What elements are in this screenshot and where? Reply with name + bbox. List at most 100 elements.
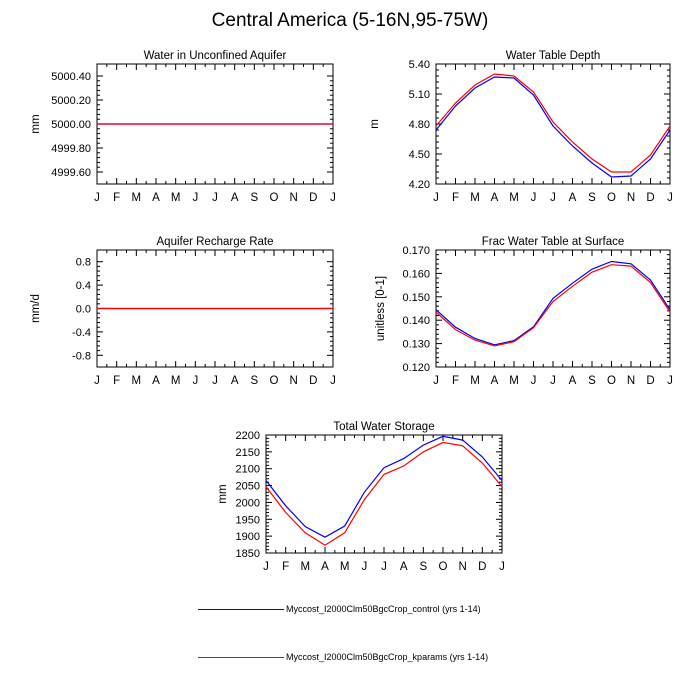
series-line-control [435,76,671,178]
x-tick-label: J [94,375,100,387]
y-tick-label: 4999.80 [51,143,91,155]
x-tick-label: O [270,192,279,204]
chart-title: Water Table Depth [506,50,601,62]
y-tick-label: 4.20 [409,179,430,191]
x-tick-label: A [569,192,577,204]
x-tick-label: O [607,192,616,204]
series-line-control [435,260,671,346]
x-tick-label: A [569,375,577,387]
x-tick-label: D [646,375,654,387]
x-tick-label: N [627,375,635,387]
x-tick-label: J [550,375,556,387]
x-tick-label: F [452,192,459,204]
y-tick-label: 5.40 [409,59,430,71]
y-axis-label: m [369,119,381,129]
legend-entry-kparams: Myccost_I2000Clm50BgcCrop_kparams (yrs 1… [198,649,488,665]
x-tick-label: A [491,375,499,387]
x-tick-label: D [309,192,317,204]
y-tick-label: 0.150 [402,292,430,304]
y-tick-label: 5000.20 [51,95,91,107]
x-tick-label: J [531,375,537,387]
y-tick-label: -0.8 [72,350,91,362]
y-tick-label: 5000.40 [51,71,91,83]
x-tick-label: J [192,375,198,387]
x-tick-label: O [607,375,616,387]
x-tick-label: S [250,192,258,204]
y-tick-label: 0.130 [402,339,430,351]
series-line-control [265,435,503,538]
x-tick-label: O [439,561,448,573]
x-tick-label: M [132,192,142,204]
x-tick-label: J [212,192,218,204]
x-tick-label: M [132,375,142,387]
chart-title: Total Water Storage [333,421,434,433]
x-tick-label: D [646,192,654,204]
x-tick-label: S [419,561,427,573]
y-tick-label: 1950 [236,514,260,526]
y-tick-label: 4999.60 [51,167,91,179]
x-tick-label: J [550,192,556,204]
chart-title: Aquifer Recharge Rate [157,236,274,248]
x-tick-label: A [400,561,408,573]
x-tick-label: M [470,375,480,387]
x-tick-label: M [509,375,519,387]
y-tick-label: 2150 [236,447,260,459]
legend-entry-control: Myccost_I2000Clm50BgcCrop_control (yrs 1… [198,601,481,617]
y-tick-label: 0.160 [402,268,430,280]
x-tick-label: J [531,192,537,204]
y-tick-label: 0.0 [76,304,91,316]
series-line-kparams [435,264,671,347]
x-tick-label: O [270,375,279,387]
x-tick-label: N [290,192,298,204]
x-tick-label: M [470,192,480,204]
chart-title: Water in Unconfined Aquifer [144,50,287,62]
y-axis-label: mm/d [30,294,42,323]
x-tick-label: A [231,192,239,204]
y-tick-label: 2000 [236,497,260,509]
x-tick-label: F [282,561,289,573]
x-tick-label: N [290,375,298,387]
x-tick-label: D [309,375,317,387]
x-tick-label: A [321,561,329,573]
x-tick-label: J [330,375,336,387]
x-tick-label: F [113,375,120,387]
x-tick-label: M [509,192,519,204]
x-tick-label: F [113,192,120,204]
y-tick-label: 5.10 [409,89,430,101]
x-tick-label: S [588,192,596,204]
x-tick-label: F [452,375,459,387]
x-tick-label: J [381,561,387,573]
x-tick-label: J [433,192,439,204]
y-axis-label: mm [217,484,229,503]
x-tick-label: J [263,561,269,573]
figure-title: Central America (5-16N,95-75W) [211,10,489,31]
y-axis-label: mm [30,114,42,133]
plot-frame [265,434,503,554]
y-tick-label: 4.80 [409,119,430,131]
y-tick-label: 0.120 [402,362,430,374]
x-tick-label: S [588,375,596,387]
x-tick-label: M [301,561,311,573]
x-tick-label: A [491,192,499,204]
x-tick-label: J [94,192,100,204]
y-tick-label: 4.50 [409,149,430,161]
y-tick-label: 2200 [236,430,260,442]
legend-label-kparams: Myccost_I2000Clm50BgcCrop_kparams (yrs 1… [286,652,489,662]
y-tick-label: 0.140 [402,315,430,327]
y-tick-label: 2100 [236,464,260,476]
x-tick-label: J [433,375,439,387]
y-tick-label: 0.4 [76,280,91,292]
x-tick-label: M [340,561,350,573]
x-tick-label: J [192,192,198,204]
legend-swatch-kparams [198,656,284,658]
y-tick-label: 2050 [236,481,260,493]
x-tick-label: J [361,561,367,573]
x-tick-label: A [152,192,160,204]
x-tick-label: A [152,375,160,387]
